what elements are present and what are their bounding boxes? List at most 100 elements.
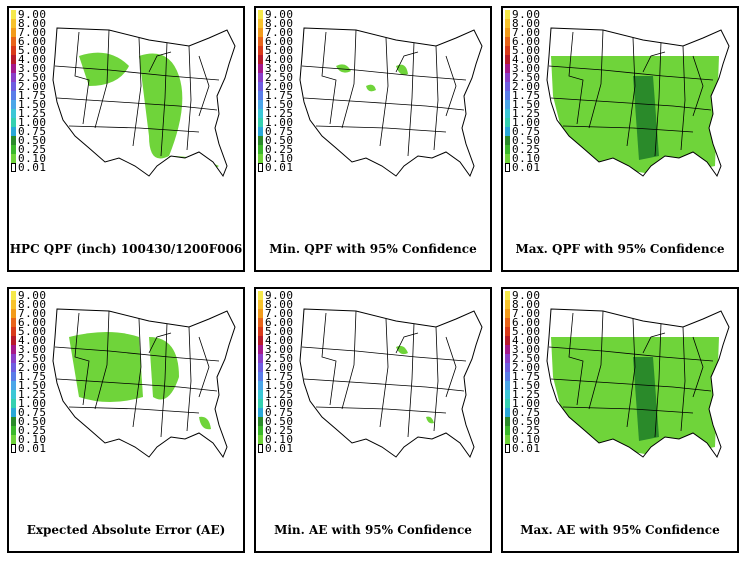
legend-swatch [258, 73, 263, 82]
legend-swatch [505, 336, 510, 345]
legend-swatch [505, 73, 510, 82]
legend-swatch [505, 46, 510, 55]
legend-entry: 2.50 [505, 352, 545, 365]
legend-value: 1.75 [512, 89, 541, 102]
legend-swatch [11, 390, 16, 399]
legend-entry: 0.50 [505, 135, 545, 146]
legend-swatch [258, 64, 263, 73]
legend-entry: 2.50 [11, 72, 51, 83]
state-boundary [303, 378, 465, 392]
state-boundary [132, 37, 142, 147]
country-outline [299, 308, 483, 459]
legend-value: 1.25 [265, 107, 294, 120]
precip-area [426, 416, 434, 424]
legend-entry: 1.75 [11, 371, 51, 382]
precip-area [336, 64, 351, 73]
legend-swatch [11, 10, 16, 19]
legend-value: 1.50 [512, 379, 541, 392]
legend-value: 9.00 [18, 289, 47, 302]
legend-swatch [505, 381, 510, 390]
legend-value: 2.50 [265, 71, 294, 84]
legend-value: 2.00 [512, 80, 541, 93]
legend-value: 7.00 [512, 26, 541, 39]
legend-entry: 8.00 [11, 17, 51, 30]
state-boundary [550, 97, 712, 111]
legend-value: 0.01 [512, 161, 541, 174]
legend-value: 0.75 [512, 125, 541, 138]
legend-entry: 0.25 [258, 425, 298, 436]
legend-entry: 0.10 [258, 434, 298, 445]
legend-swatch [505, 10, 510, 19]
legend-entry: 0.25 [505, 425, 545, 436]
legend-swatch [11, 19, 16, 28]
state-boundary [321, 31, 337, 125]
precip-area [633, 357, 659, 441]
state-boundary [160, 322, 168, 438]
legend-swatch [505, 363, 510, 372]
legend-value: 5.00 [265, 44, 294, 57]
legend-entry: 2.50 [505, 72, 545, 83]
legend-entry: 6.00 [258, 317, 298, 328]
legend-swatch [505, 300, 510, 309]
state-boundary [56, 378, 218, 392]
legend-swatch [11, 109, 16, 118]
legend-value: 5.00 [18, 325, 47, 338]
legend-swatch [11, 345, 16, 354]
legend-entry: 5.00 [505, 45, 545, 56]
legend-swatch [11, 435, 16, 444]
color-scale-legend: 9.00 8.00 7.00 6.00 5.00 4.00 3.00 2.50 2.00 1.75… [11, 9, 51, 173]
precip-coverage [396, 345, 434, 424]
legend-entry: 4.00 [258, 334, 298, 347]
legend-entry: 2.00 [505, 362, 545, 373]
state-boundary [445, 336, 457, 398]
country-outline [546, 308, 730, 459]
state-boundary [54, 65, 220, 81]
legend-swatch [505, 426, 510, 435]
legend-swatch [11, 363, 16, 372]
legend-value: 4.00 [265, 334, 294, 347]
legend-entry: 7.00 [505, 26, 545, 39]
legend-swatch [11, 417, 16, 426]
legend-value: 0.01 [18, 442, 47, 455]
legend-value: 8.00 [18, 298, 47, 311]
legend-value: 8.00 [512, 17, 541, 30]
legend-value: 5.00 [512, 325, 541, 338]
legend-entry: 1.00 [258, 397, 298, 410]
state-boundary [341, 29, 357, 129]
legend-entry: 1.25 [11, 388, 51, 401]
state-boundary [654, 322, 662, 438]
legend-value: 1.25 [512, 388, 541, 401]
legend-entry: 1.00 [505, 398, 545, 409]
legend-swatch [505, 372, 510, 381]
precip-area [551, 56, 719, 176]
legend-value: 2.50 [512, 352, 541, 365]
legend-entry: 1.50 [11, 380, 51, 391]
legend-swatch [258, 318, 263, 327]
legend-swatch [505, 145, 510, 154]
state-boundary [562, 125, 694, 133]
legend-entry: 5.00 [258, 326, 298, 337]
precip-area [396, 64, 408, 75]
legend-swatch [11, 426, 16, 435]
legend-value: 8.00 [18, 17, 47, 30]
state-boundary [54, 346, 220, 362]
legend-entry: 7.00 [11, 27, 51, 38]
precip-coverage [551, 337, 719, 457]
state-boundary [407, 41, 415, 157]
legend-swatch [11, 37, 16, 46]
precip-area [366, 84, 376, 92]
legend-swatch [11, 100, 16, 109]
legend-entry: 0.01 [505, 443, 545, 454]
legend-value: 1.75 [512, 370, 541, 383]
legend-value: 1.00 [265, 397, 294, 410]
panel-caption: HPC QPF (inch) 100430/1200F006 [9, 242, 243, 256]
legend-value: 1.25 [18, 388, 47, 401]
legend-entry: 1.25 [505, 388, 545, 401]
map-panel-hpc-qpf: 9.00 8.00 7.00 6.00 5.00 4.00 3.00 2.50 2.00 1.75… [7, 6, 245, 272]
legend-entry: 1.00 [505, 117, 545, 128]
state-boundary [548, 65, 714, 81]
state-boundary [148, 51, 172, 73]
legend-swatch [258, 154, 263, 163]
legend-swatch [258, 109, 263, 118]
state-boundary [626, 318, 636, 428]
